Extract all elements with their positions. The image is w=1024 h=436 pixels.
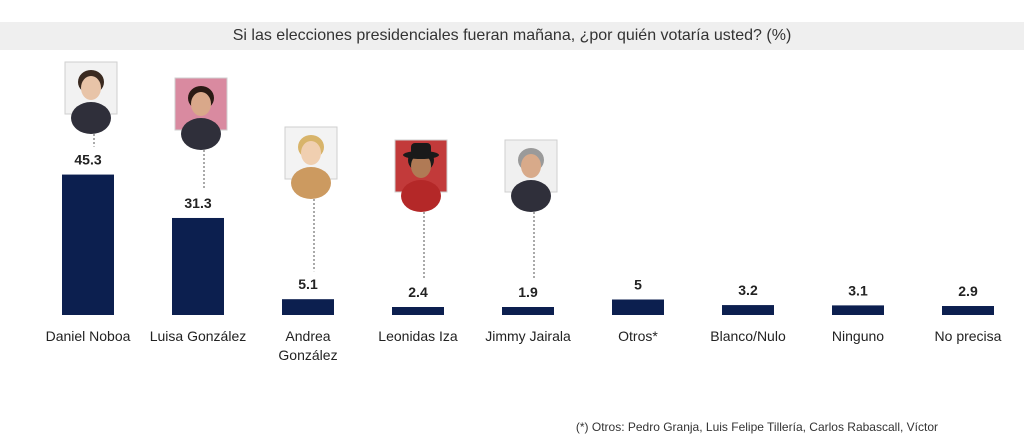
photo-face-andrea-gonzalez	[301, 141, 321, 165]
title-band	[0, 22, 1024, 50]
category-label-otros: Otros*	[618, 328, 658, 344]
photo-leonidas-iza	[394, 139, 448, 212]
photo-shoulders-daniel-noboa	[71, 102, 111, 134]
photo-hat-crown-leonidas-iza	[411, 143, 431, 155]
bar-andrea-gonzalez	[282, 299, 334, 315]
photo-luisa-gonzalez	[174, 77, 228, 150]
value-label-no-precisa: 2.9	[958, 283, 978, 299]
photo-shoulders-andrea-gonzalez	[291, 167, 331, 199]
value-label-ninguno: 3.1	[848, 282, 868, 298]
value-label-leonidas-iza: 2.4	[408, 284, 428, 300]
value-label-daniel-noboa: 45.3	[74, 152, 101, 168]
bar-otros	[612, 299, 664, 315]
photo-face-jimmy-jairala	[521, 154, 541, 178]
photo-jimmy-jairala	[504, 139, 558, 212]
photo-andrea-gonzalez	[284, 126, 338, 199]
bar-no-precisa	[942, 306, 994, 315]
category-label-no-precisa: No precisa	[935, 328, 1002, 344]
value-label-luisa-gonzalez: 31.3	[184, 195, 211, 211]
bar-daniel-noboa	[62, 174, 114, 315]
photo-face-daniel-noboa	[81, 76, 101, 100]
photo-daniel-noboa	[64, 61, 118, 134]
bar-leonidas-iza	[392, 307, 444, 315]
chart-title: Si las elecciones presidenciales fueran …	[232, 27, 792, 44]
footnote: (*) Otros: Pedro Granja, Luis Felipe Til…	[575, 420, 938, 434]
bar-blanco-nulo	[722, 305, 774, 315]
photo-shoulders-jimmy-jairala	[511, 180, 551, 212]
category-label-jimmy-jairala: Jimmy Jairala	[485, 328, 571, 344]
category-label-blanco-nulo: Blanco/Nulo	[710, 328, 786, 344]
photo-shoulders-luisa-gonzalez	[181, 118, 221, 150]
photo-shoulders-leonidas-iza	[401, 180, 441, 212]
photo-face-luisa-gonzalez	[191, 92, 211, 116]
category-label-ninguno: Ninguno	[832, 328, 884, 344]
bar-jimmy-jairala	[502, 307, 554, 315]
value-label-andrea-gonzalez: 5.1	[298, 276, 318, 292]
photo-face-leonidas-iza	[411, 154, 431, 178]
value-label-blanco-nulo: 3.2	[738, 282, 758, 298]
value-label-jimmy-jairala: 1.9	[518, 284, 538, 300]
category-label-andrea-gonzalez-line-2: González	[278, 347, 337, 363]
value-label-otros: 5	[634, 277, 642, 293]
bar-luisa-gonzalez	[172, 217, 224, 315]
category-label-leonidas-iza: Leonidas Iza	[378, 328, 458, 344]
category-label-andrea-gonzalez-line-1: Andrea	[285, 328, 330, 344]
bar-ninguno	[832, 305, 884, 315]
category-label-luisa-gonzalez: Luisa González	[150, 328, 247, 344]
category-label-daniel-noboa: Daniel Noboa	[46, 328, 131, 344]
